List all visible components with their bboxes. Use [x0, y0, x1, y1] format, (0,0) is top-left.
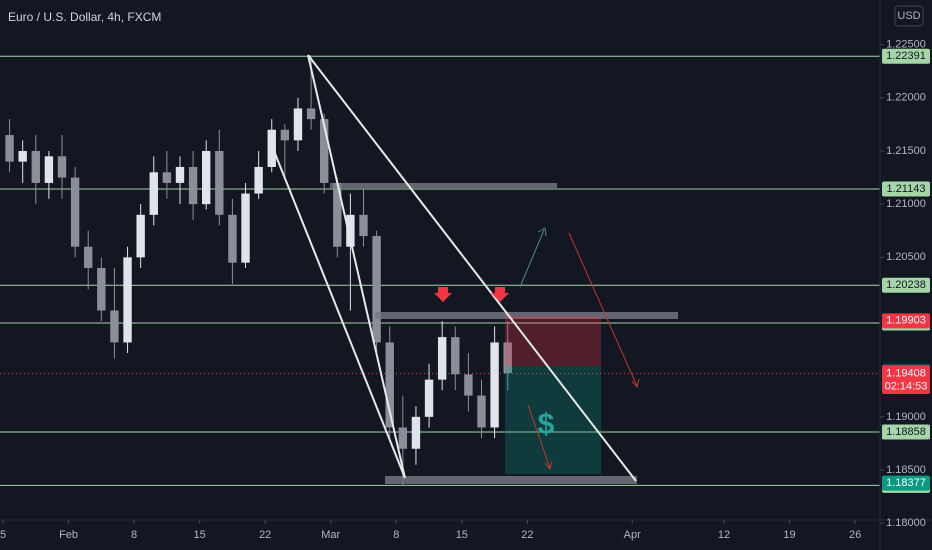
candle-body	[490, 342, 499, 428]
candle-body	[437, 337, 447, 380]
price-label: 1.22391	[886, 50, 926, 62]
price-label-bg	[882, 475, 930, 491]
x-tick-label: 15	[194, 529, 206, 541]
stop-zone	[505, 316, 601, 366]
down-marker	[434, 287, 452, 302]
candle-body	[228, 214, 237, 263]
candle-body	[293, 108, 303, 141]
x-tick-label: 12	[718, 529, 730, 541]
candle-body	[385, 342, 394, 428]
price-label-bg	[882, 277, 930, 293]
y-tick-label: 1.18000	[886, 517, 926, 529]
zone	[375, 312, 678, 319]
candle-body	[162, 172, 172, 183]
trend-line	[307, 54, 637, 482]
x-tick-label: Feb	[59, 529, 78, 541]
x-tick-label: 22	[521, 529, 533, 541]
candle-body	[241, 193, 250, 263]
x-tick-label: Mar	[321, 529, 340, 541]
x-tick-label: 8	[393, 529, 399, 541]
x-tick-label: 15	[456, 529, 468, 541]
x-tick-label: 26	[849, 529, 861, 541]
arrow-head	[537, 227, 547, 237]
y-tick-label: 1.20500	[886, 251, 926, 263]
price-label: 1.18858	[886, 426, 926, 438]
candle-body	[44, 156, 54, 183]
y-tick-label: 1.22500	[886, 39, 926, 51]
candle-body	[175, 166, 185, 183]
price-label: 1.21143	[887, 183, 926, 195]
trend-line	[307, 54, 406, 479]
candle-body	[359, 214, 368, 237]
candle-body	[136, 214, 145, 258]
price-label-bg	[882, 365, 930, 394]
countdown: 02:14:53	[885, 380, 928, 392]
trend-line	[271, 145, 406, 479]
candle-body	[398, 427, 408, 449]
candle-body	[188, 166, 198, 205]
candle-body	[202, 151, 211, 205]
candle-body	[18, 151, 27, 162]
y-tick-label: 1.18500	[886, 464, 926, 476]
candle-body	[319, 119, 329, 183]
candle-body	[333, 182, 342, 247]
target-zone	[505, 366, 601, 474]
candle-body	[5, 135, 14, 162]
y-tick-label: 1.21000	[886, 198, 926, 210]
candle-body	[254, 166, 263, 194]
currency-button[interactable]	[894, 5, 924, 27]
candle-body	[346, 214, 355, 247]
price-label: 1.19408	[886, 367, 926, 379]
x-tick-label: 5	[0, 529, 6, 541]
candle-body	[31, 151, 40, 183]
candle-body	[97, 267, 106, 311]
x-tick-label: 8	[131, 529, 137, 541]
price-label: 1.19903	[886, 315, 926, 327]
candle-body	[267, 129, 276, 167]
candle-body	[503, 342, 512, 374]
currency[interactable]: USD	[897, 10, 920, 22]
price-label-bg	[882, 424, 930, 440]
annotation: $	[538, 408, 555, 441]
price-label-bg	[882, 313, 930, 329]
price-label: 1.18377	[886, 477, 926, 489]
candle-body	[280, 129, 290, 141]
candle-body	[110, 310, 119, 343]
drawings	[271, 54, 678, 484]
candle-body	[306, 108, 316, 120]
candle-body	[123, 257, 132, 343]
candle-body	[149, 172, 158, 215]
price-label: 1.20238	[886, 279, 926, 291]
down-marker	[491, 287, 509, 302]
zone	[330, 183, 557, 188]
y-tick-label: 1.22000	[886, 92, 926, 104]
price-label-bg	[882, 48, 930, 64]
arrow-head	[544, 460, 553, 471]
candle-body	[57, 156, 67, 178]
chart-title: Euro / U.S. Dollar, 4h, FXCM	[8, 10, 161, 24]
candle-body	[424, 379, 434, 417]
candle-body	[215, 151, 224, 215]
price-label-bg	[882, 181, 930, 197]
candle-body	[372, 236, 381, 343]
candle-body	[70, 177, 80, 247]
arrow	[568, 232, 638, 387]
x-tick-label: 22	[259, 529, 271, 541]
arrow	[519, 229, 545, 288]
candle-body	[464, 374, 473, 396]
y-tick-label: 1.21500	[886, 145, 926, 157]
arrow-head	[631, 378, 640, 389]
y-tick-label: 1.19000	[886, 411, 926, 423]
zone	[385, 476, 637, 484]
candle-body	[84, 246, 93, 268]
candle-body	[477, 395, 486, 428]
x-tick-label: Apr	[624, 529, 641, 541]
candle-body	[411, 416, 421, 449]
arrow	[527, 404, 551, 469]
x-tick-label: 19	[783, 529, 795, 541]
candle-body	[451, 337, 460, 375]
